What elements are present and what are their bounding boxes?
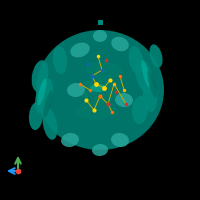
Ellipse shape [36,30,164,150]
Ellipse shape [86,61,122,79]
Ellipse shape [143,80,157,112]
Ellipse shape [53,46,67,74]
Ellipse shape [67,83,85,97]
FancyBboxPatch shape [98,20,103,25]
Ellipse shape [37,78,47,106]
Ellipse shape [111,133,129,147]
Ellipse shape [78,78,122,102]
Ellipse shape [32,60,48,92]
Ellipse shape [29,102,43,130]
Ellipse shape [70,43,90,57]
Ellipse shape [111,37,129,51]
Ellipse shape [93,30,107,42]
Ellipse shape [35,78,53,114]
Ellipse shape [149,44,163,68]
Ellipse shape [61,133,79,147]
Ellipse shape [132,96,148,124]
Ellipse shape [147,70,157,98]
Ellipse shape [115,93,133,107]
Ellipse shape [43,90,53,118]
Ellipse shape [90,84,106,92]
Ellipse shape [141,60,151,88]
Ellipse shape [135,58,153,94]
Ellipse shape [43,108,57,140]
Ellipse shape [129,46,143,74]
Ellipse shape [76,100,116,120]
Ellipse shape [92,144,108,156]
